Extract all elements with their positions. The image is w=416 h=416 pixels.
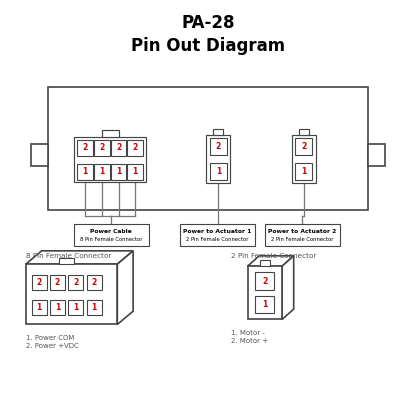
Text: 2: 2 (92, 278, 97, 287)
Text: 2: 2 (133, 143, 138, 152)
Text: 2. Power +VDC: 2. Power +VDC (26, 343, 79, 349)
Bar (210, 163, 227, 180)
Text: 1: 1 (37, 303, 42, 312)
Bar (255, 272, 275, 290)
Bar (206, 135, 230, 183)
Bar (127, 164, 143, 180)
Text: 2 Pin Female Connector: 2 Pin Female Connector (271, 237, 334, 242)
Bar (111, 140, 126, 156)
Text: 2: 2 (99, 143, 104, 152)
Bar (31, 144, 48, 166)
Bar (248, 266, 282, 319)
Text: Power Cable: Power Cable (90, 229, 132, 234)
Bar (265, 224, 340, 246)
Bar (127, 140, 143, 156)
Text: 8 Pin Female Connector: 8 Pin Female Connector (26, 253, 111, 259)
Text: Pin Out Diagram: Pin Out Diagram (131, 37, 285, 55)
Text: 2: 2 (216, 142, 221, 151)
Bar (68, 300, 83, 315)
Bar (26, 264, 117, 324)
Text: 2: 2 (73, 278, 78, 287)
Bar (32, 275, 47, 290)
Bar (213, 129, 223, 135)
Polygon shape (26, 251, 133, 264)
Text: 1. Power COM: 1. Power COM (26, 335, 74, 341)
Bar (94, 140, 110, 156)
Text: 1: 1 (73, 303, 78, 312)
Text: 2: 2 (55, 278, 60, 287)
Bar (87, 275, 102, 290)
Bar (180, 224, 255, 246)
Text: 2 Pin Female Connector: 2 Pin Female Connector (186, 237, 248, 242)
Bar (32, 300, 47, 315)
Text: 2: 2 (262, 277, 267, 286)
Text: 2 Pin Female Connector: 2 Pin Female Connector (231, 253, 316, 259)
Text: 2: 2 (301, 142, 306, 151)
Text: 2. Motor +: 2. Motor + (231, 338, 268, 344)
Text: 1: 1 (262, 300, 267, 309)
Bar (94, 164, 110, 180)
Text: 1: 1 (301, 167, 306, 176)
Text: 1: 1 (55, 303, 60, 312)
Text: 8 Pin Female Connector: 8 Pin Female Connector (80, 237, 142, 242)
Polygon shape (282, 256, 294, 319)
Polygon shape (117, 251, 133, 324)
Bar (292, 135, 316, 183)
Bar (295, 138, 312, 155)
Polygon shape (248, 256, 294, 266)
Text: 1: 1 (133, 167, 138, 176)
Bar (210, 138, 227, 155)
Bar (74, 224, 149, 246)
Bar (68, 275, 83, 290)
Text: 2: 2 (37, 278, 42, 287)
Text: Power to Actuator 1: Power to Actuator 1 (183, 229, 251, 234)
Text: 1: 1 (116, 167, 121, 176)
Text: 2: 2 (83, 143, 88, 152)
Bar (260, 260, 270, 266)
Text: 1: 1 (99, 167, 104, 176)
Text: 2: 2 (116, 143, 121, 152)
Text: 1: 1 (83, 167, 88, 176)
Bar (74, 137, 146, 182)
Text: Power to Actuator 2: Power to Actuator 2 (268, 229, 337, 234)
Bar (255, 296, 275, 313)
Bar (50, 275, 65, 290)
Bar (87, 300, 102, 315)
Bar (59, 258, 74, 264)
Bar (50, 300, 65, 315)
Bar (295, 163, 312, 180)
Text: 1: 1 (216, 167, 221, 176)
Bar (77, 164, 93, 180)
Bar (77, 140, 93, 156)
Text: 1. Motor -: 1. Motor - (231, 330, 265, 336)
Text: 1: 1 (92, 303, 97, 312)
Bar (299, 129, 309, 135)
Bar (368, 144, 385, 166)
Text: PA-28: PA-28 (181, 14, 235, 32)
Bar (111, 164, 126, 180)
Bar (102, 130, 119, 137)
Bar (48, 87, 368, 210)
